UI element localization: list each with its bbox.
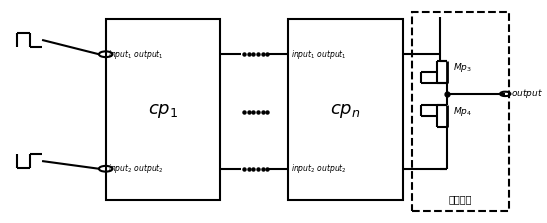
Bar (412, 12, 509, 211)
Text: $input_2\ output_2$: $input_2\ output_2$ (108, 162, 164, 175)
Bar (106, 19, 220, 200)
Text: $Mp_4$: $Mp_4$ (452, 105, 472, 118)
Bar (288, 19, 403, 200)
Text: $cp_1$: $cp_1$ (148, 103, 178, 120)
Text: $Mp_3$: $Mp_3$ (452, 61, 472, 74)
Text: $input_2\ output_2$: $input_2\ output_2$ (291, 162, 347, 175)
Text: $cp_n$: $cp_n$ (330, 103, 361, 120)
Text: $input_1\ output_1$: $input_1\ output_1$ (108, 48, 164, 61)
Text: $input_1\ output_1$: $input_1\ output_1$ (291, 48, 347, 61)
Text: 输出结构: 输出结构 (449, 195, 472, 204)
Text: $\mathit{output}$: $\mathit{output}$ (511, 87, 544, 100)
